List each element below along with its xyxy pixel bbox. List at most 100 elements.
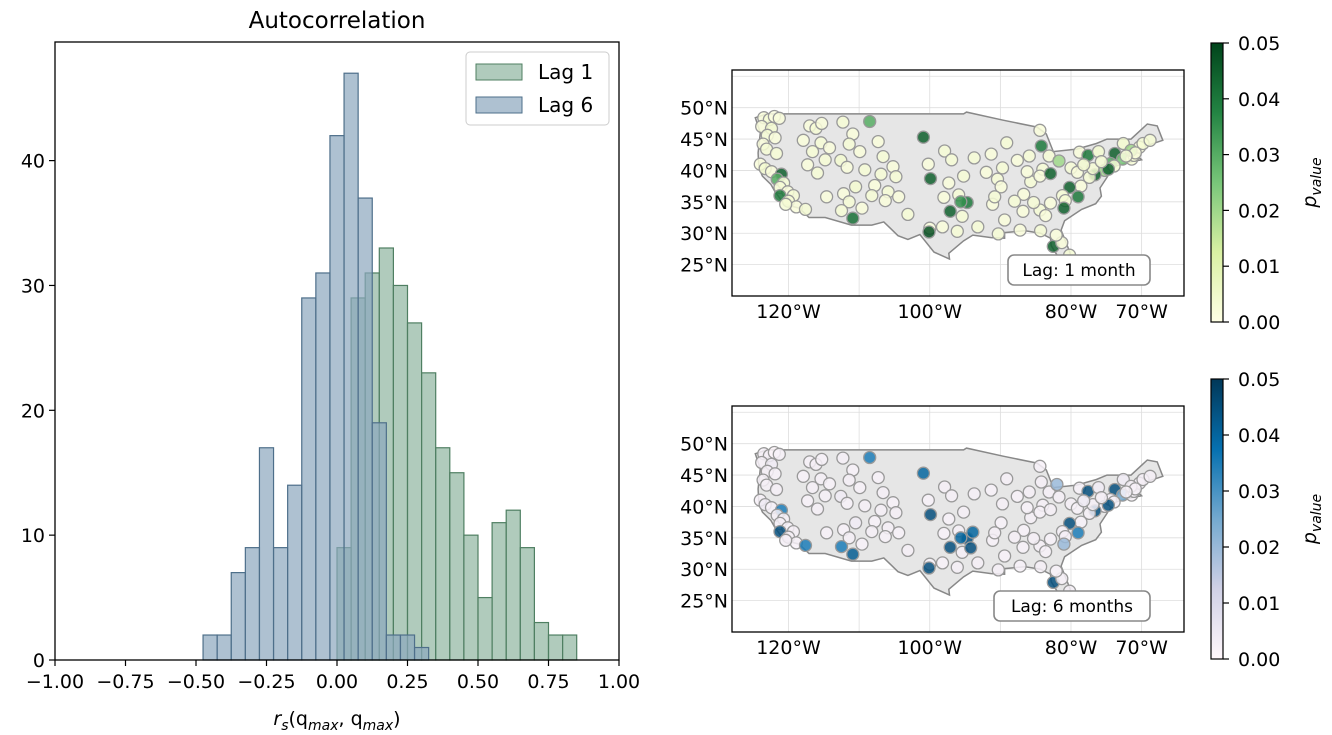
station-point-52 [834,539,849,554]
station-point-94 [1017,523,1031,537]
colorbar [1210,42,1224,323]
station-point-52 [834,203,849,218]
station-point-55 [810,166,825,180]
x-tick-label: −0.75 [96,671,154,693]
station-point-82 [967,151,981,165]
station-point-67 [956,169,971,183]
station-point-90 [994,516,1008,530]
station-point-30 [805,144,820,159]
station-point-78 [971,220,985,234]
map-frame [731,69,1185,297]
map-panel-lag-1: 120°W 100°W 80°W 70°W 25°N 30°N 35°N 40°N 45°N 50… [680,33,1325,334]
station-point-126 [1013,223,1027,237]
station-point-141 [1094,491,1109,505]
station-point-78 [971,556,985,570]
map-x-tick-label: 100°W [897,301,962,323]
station-point-27 [815,452,829,467]
station-point-66 [942,176,956,190]
station-point-68 [937,190,951,205]
station-point-10 [769,482,784,497]
map-y-tick-label: 45°N [680,129,728,151]
histogram-bars-lag-6 [202,72,430,661]
station-point-94 [1017,187,1031,201]
colorbar-tick-label: 0.01 [1238,593,1280,615]
hist-bar-lag6-0 [202,634,218,661]
station-point-50 [842,531,856,545]
hist-bar-lag6-6 [287,484,303,661]
map-y-tick-label: 35°N [680,528,728,550]
station-point-93 [991,563,1005,577]
station-point-24 [779,533,793,547]
legend-swatch-lag-1 [475,63,523,81]
station-point-28 [796,133,810,147]
station-point-68 [937,526,951,541]
y-tick-label: 40 [21,151,45,173]
station-point-50 [842,195,856,209]
station-point-92 [997,549,1012,563]
station-point-43 [874,167,888,181]
station-point-87 [1022,149,1036,163]
station-point-73 [950,224,964,238]
colorbar-label: pvalue [1299,157,1325,208]
x-tick-label: −1.00 [26,671,84,693]
station-point-84 [1000,472,1014,486]
hist-bar-lag1-10 [477,596,493,661]
station-point-77 [954,531,968,545]
station-point-117 [1038,208,1053,223]
station-point-112 [1071,190,1085,204]
station-point-115 [1043,196,1058,210]
station-point-89 [995,161,1010,175]
station-point-77 [954,195,968,209]
station-point-85 [1033,123,1047,137]
station-point-82 [967,487,981,501]
map-annotation-label: Lag: 1 month [1022,261,1135,281]
map-y-tick-label: 40°N [680,496,728,518]
hist-bar-lag1-6 [421,372,437,661]
station-point-85 [1033,459,1047,473]
hist-bar-lag6-12 [371,422,387,661]
station-point-31 [822,477,837,491]
station-point-75 [922,561,936,575]
station-point-39 [858,163,872,177]
station-point-99 [1043,502,1058,517]
colorbar-tick-label: 0.03 [1238,145,1280,167]
station-point-120 [1007,194,1022,208]
station-point-143 [1143,133,1157,147]
station-point-125 [1033,560,1048,574]
station-point-43 [874,503,888,517]
map-x-tick-label: 120°W [756,637,821,659]
station-point-57 [818,489,832,503]
station-point-88 [1010,153,1024,168]
colorbar-label: pvalue [1299,494,1325,545]
station-point-58 [865,524,879,539]
station-point-34 [863,450,877,465]
station-point-70 [943,540,957,554]
station-point-63 [921,493,935,507]
station-point-89 [995,497,1010,511]
map-x-tick-label: 80°W [1045,301,1098,323]
station-point-92 [997,213,1012,227]
station-point-64 [944,153,959,167]
station-point-53 [846,211,860,225]
legend-swatch-lag-6 [475,96,523,114]
station-point-91 [988,526,1002,540]
station-point-55 [810,502,825,516]
station-point-145 [1119,485,1133,499]
station-point-86 [1034,139,1048,153]
colorbar-tick-label: 0.05 [1238,33,1280,55]
hist-bar-lag6-2 [230,572,246,661]
station-point-32 [836,115,850,129]
station-point-72 [935,220,950,234]
legend-label-lag-1: Lag 1 [538,60,593,84]
station-point-39 [858,499,872,513]
hist-bar-lag6-1 [216,634,232,661]
station-point-58 [865,188,879,203]
hist-bar-lag6-7 [301,297,317,661]
x-tick-label: 0.00 [316,671,358,693]
station-point-7 [768,467,782,481]
map-y-tick-label: 25°N [680,591,728,613]
station-point-62 [937,144,952,158]
x-tick-label: −0.50 [167,671,225,693]
hist-bar-lag1-11 [491,522,507,661]
colorbar-tick-label: 0.05 [1238,369,1280,391]
